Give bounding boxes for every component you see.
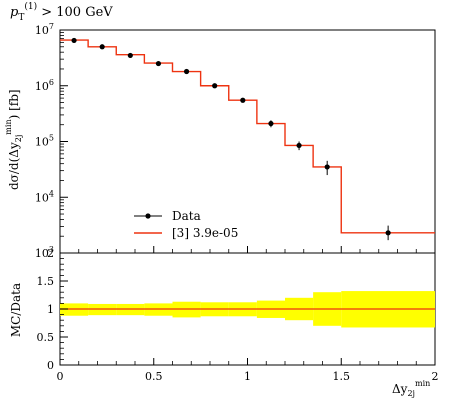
main-y-axis-label: dσ/d(Δy2jmin) [fb]: [4, 89, 23, 190]
ratio-y-axis-label: MC/Data: [9, 283, 23, 337]
ratio-plot-marks: 0 0.5 1 1.5 2 0 0.5 1 1.5 2: [37, 247, 439, 383]
legend-entry-mc: [3] 3.9e-05: [134, 226, 238, 240]
data-point: [385, 230, 391, 236]
x-axis-label: Δy2jmin: [392, 379, 430, 398]
main-y-tick-label: 106: [35, 78, 54, 93]
x-tick-label: 1: [244, 370, 251, 383]
data-point: [183, 68, 190, 75]
x-tick-label: 0: [57, 370, 64, 383]
data-point: [240, 97, 246, 103]
legend-mc-label: [3] 3.9e-05: [172, 226, 238, 240]
legend-data-marker: [145, 213, 151, 219]
legend-data-label: Data: [172, 209, 201, 223]
data-point: [99, 44, 105, 50]
x-tick-label: 0.5: [145, 370, 163, 383]
data-point: [127, 52, 133, 59]
x-tick-label: 1.5: [333, 370, 351, 383]
main-y-tick-label: 105: [35, 134, 54, 149]
legend-entry-data: Data: [134, 209, 201, 223]
ratio-y-tick-label: 0: [47, 359, 54, 372]
ratio-y-tick-label: 1: [47, 303, 54, 316]
legend: Data [3] 3.9e-05: [134, 209, 238, 240]
data-point: [155, 60, 162, 67]
x-tick-label: 2: [432, 370, 439, 383]
main-y-tick-label: 104: [35, 189, 54, 204]
data-point: [212, 83, 218, 89]
data-point: [71, 37, 77, 44]
mc-step-line: [60, 39, 435, 234]
ratio-y-tick-label: 0.5: [37, 331, 55, 344]
main-plot-marks: 103 104 105 106 107: [35, 22, 436, 260]
data-point: [296, 142, 302, 149]
data-point: [268, 120, 274, 127]
ratio-y-tick-label: 2: [47, 247, 54, 260]
chart-title: pT(1) > 100 GeV: [10, 1, 113, 23]
main-y-tick-label: 103: [35, 245, 54, 260]
data-point: [324, 164, 330, 170]
main-y-tick-label: 107: [35, 22, 54, 37]
ratio-y-tick-label: 1.5: [37, 275, 55, 288]
main-plot-frame: [59, 29, 436, 254]
